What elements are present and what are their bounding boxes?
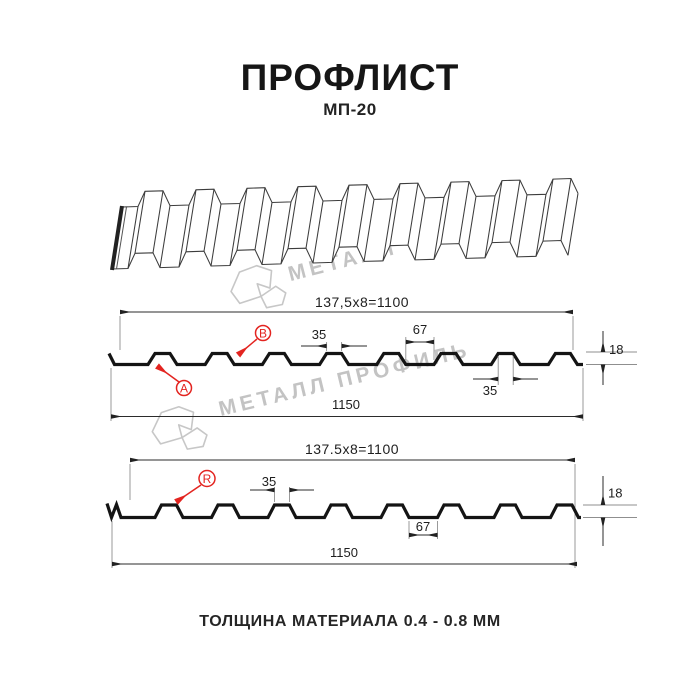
rib-fold-line [159, 205, 171, 268]
rib-fold-line [465, 196, 477, 259]
profile-section-reverse: 137.5x8=1100 R 35 67 18 [105, 441, 637, 568]
rib-fold-line [382, 198, 394, 261]
corrugated-sheet-3d-illustration [110, 177, 579, 271]
dim-label-valley: 67 [413, 322, 427, 337]
rib-fold-line [440, 182, 452, 245]
callout-circle-r [198, 469, 216, 488]
rib-fold-line [433, 197, 445, 260]
rib-fold-line [210, 203, 222, 267]
callout-label-r: R [203, 472, 212, 486]
callout-circle-b [254, 324, 272, 342]
rib-fold-line [203, 189, 215, 252]
rib-fold-line [509, 180, 521, 243]
callout-circle-a [175, 379, 193, 397]
rib-fold-line [229, 203, 241, 266]
material-thickness-note: ТОЛЩИНА МАТЕРИАЛА 0.4 - 0.8 ММ [199, 613, 501, 630]
sheet-front-edge [111, 239, 569, 270]
profile-outline [107, 351, 583, 367]
rib-fold-line [567, 193, 579, 256]
dim-label-height: 18 [608, 486, 622, 501]
rib-fold-line [305, 186, 317, 249]
rib-fold-line [127, 206, 139, 269]
rib-fold-line [338, 185, 350, 248]
rib-fold-line [254, 187, 266, 250]
dim-label-rib-bottom: 35 [483, 383, 497, 398]
metall-profil-logo-icon [151, 405, 208, 450]
rib-fold-line [312, 200, 324, 264]
rib-fold-line [356, 184, 368, 247]
rib-fold-line [491, 180, 503, 243]
page-title: ПРОФЛИСТ [240, 57, 460, 98]
sheet-cut-edge [110, 205, 124, 271]
rib-fold-line [560, 178, 572, 241]
dim-label-total-width: 1150 [332, 397, 360, 412]
rib-fold-line [287, 186, 299, 249]
dim-label-formula: 137.5x8=1100 [305, 441, 399, 457]
rib-fold-line [331, 200, 343, 263]
rib-fold-line [407, 183, 419, 246]
leader-line [235, 338, 258, 358]
dim-label-rib-top: 35 [312, 327, 326, 342]
rib-fold-line [414, 197, 426, 260]
rib-fold-line [261, 202, 273, 265]
rib-fold-line [152, 190, 164, 253]
rib-fold-line [185, 189, 197, 252]
metall-profil-logo-icon [230, 264, 287, 309]
dim-label-rib-top: 35 [262, 474, 276, 489]
sheet-face [112, 178, 578, 269]
sheet-back-edge [121, 177, 579, 208]
dim-label-formula: 137,5x8=1100 [315, 294, 409, 310]
rib-fold-line [535, 194, 547, 257]
watermark-2: МЕТАЛЛ ПРОФИЛЬ [151, 338, 472, 450]
sheet-cut-edge-inner [116, 206, 127, 270]
rib-fold-line [134, 191, 146, 254]
callout-label-b: B [259, 327, 267, 341]
rib-fold-line [389, 183, 401, 246]
leader-line [155, 363, 180, 383]
profile-outline [105, 499, 581, 523]
leader-line [174, 484, 202, 505]
rib-fold-line [280, 201, 292, 264]
dim-label-total-width: 1150 [330, 545, 358, 560]
dim-label-height: 18 [609, 342, 623, 357]
rib-fold-line [178, 204, 190, 268]
rib-fold-line [363, 199, 375, 262]
rib-fold-line [236, 188, 248, 251]
dim-label-valley: 67 [416, 519, 430, 534]
rib-fold-line [484, 195, 496, 258]
rib-fold-line [516, 194, 528, 257]
profile-section-front: 137,5x8=1100 B A 35 67 [107, 294, 637, 421]
rib-fold-line [542, 179, 554, 242]
page-subtitle: МП-20 [323, 100, 377, 119]
rib-fold-line [458, 181, 470, 244]
callout-label-a: A [180, 382, 188, 396]
